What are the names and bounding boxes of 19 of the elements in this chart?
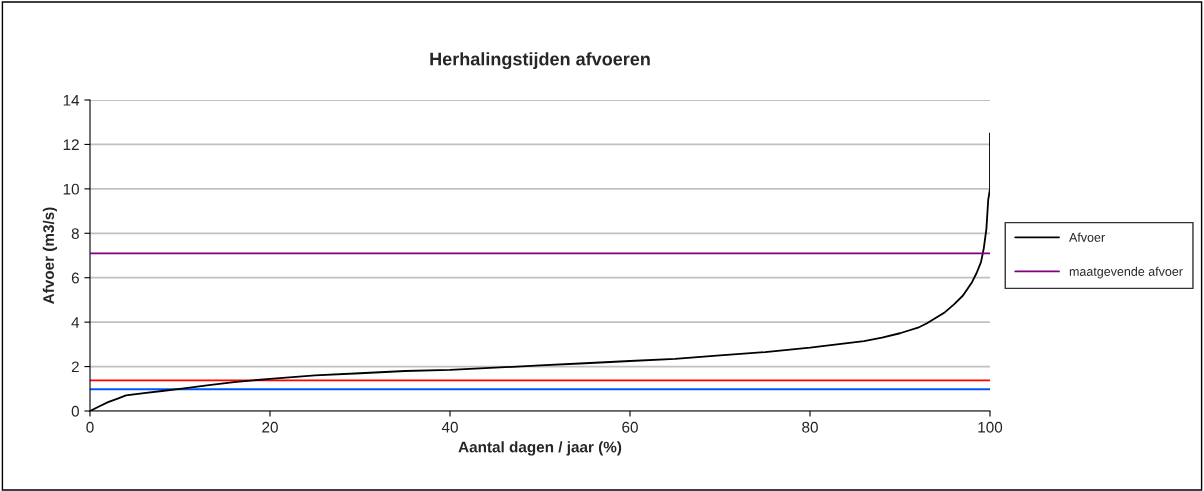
legend-label: maatgevende afvoer [1069, 266, 1183, 279]
x-tick-label: 80 [802, 421, 818, 433]
x-tick-label: 100 [978, 421, 1003, 433]
y-tick-label: 10 [63, 183, 79, 195]
y-tick-label: 12 [63, 139, 79, 150]
y-tick-label: 0 [71, 405, 79, 417]
y-tick-label: 8 [71, 228, 79, 239]
x-axis-title: Aantal dagen / jaar (%) [458, 441, 622, 456]
x-tick-label: 0 [86, 421, 94, 433]
x-tick-label: 20 [262, 421, 278, 433]
y-tick-label: 6 [71, 272, 79, 284]
x-tick-label: 40 [441, 421, 458, 433]
chart-title: Herhalingstijden afvoeren [430, 52, 650, 70]
y-tick-label: 4 [71, 317, 80, 328]
y-axis-title: Afvoer (m3/s) [42, 207, 58, 304]
y-tick-label: 2 [71, 361, 79, 373]
y-tick-label: 14 [63, 95, 80, 106]
legend-label: Afvoer [1069, 232, 1105, 242]
x-tick-label: 60 [622, 421, 638, 433]
